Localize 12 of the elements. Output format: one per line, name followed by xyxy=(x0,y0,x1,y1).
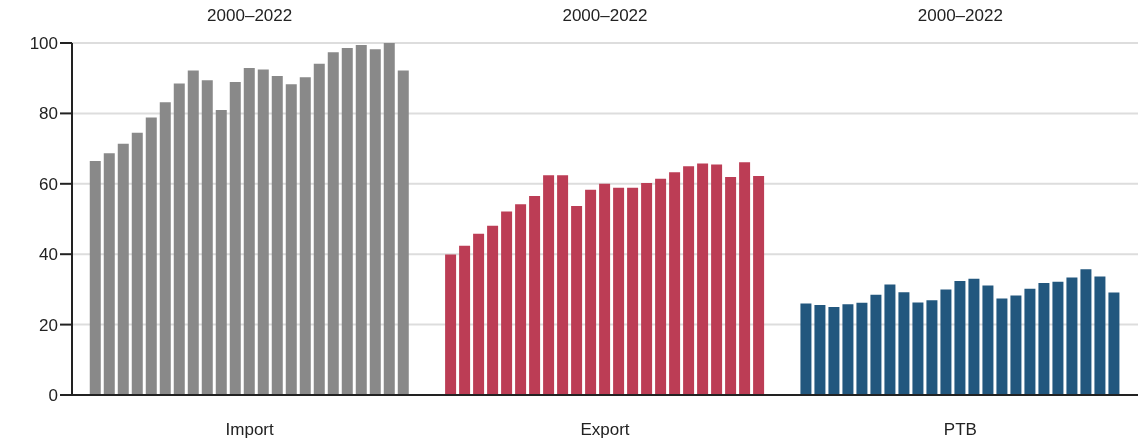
x-tick-label: Export xyxy=(580,420,630,440)
y-tick-label: 0 xyxy=(48,386,58,406)
y-tick-label: 80 xyxy=(39,104,58,124)
y-tick-label: 40 xyxy=(39,245,58,265)
text: 2000–2022 xyxy=(561,6,649,26)
y-tick-label: 100 xyxy=(29,34,58,54)
y-tick-label: 20 xyxy=(39,315,58,335)
text: 2000–2022 xyxy=(916,6,1004,26)
x-tick-label: Import xyxy=(225,420,275,440)
text: 2000–2022 xyxy=(206,6,294,26)
y-tick-label: 60 xyxy=(39,174,58,194)
x-tick-label: PTB xyxy=(943,420,977,440)
